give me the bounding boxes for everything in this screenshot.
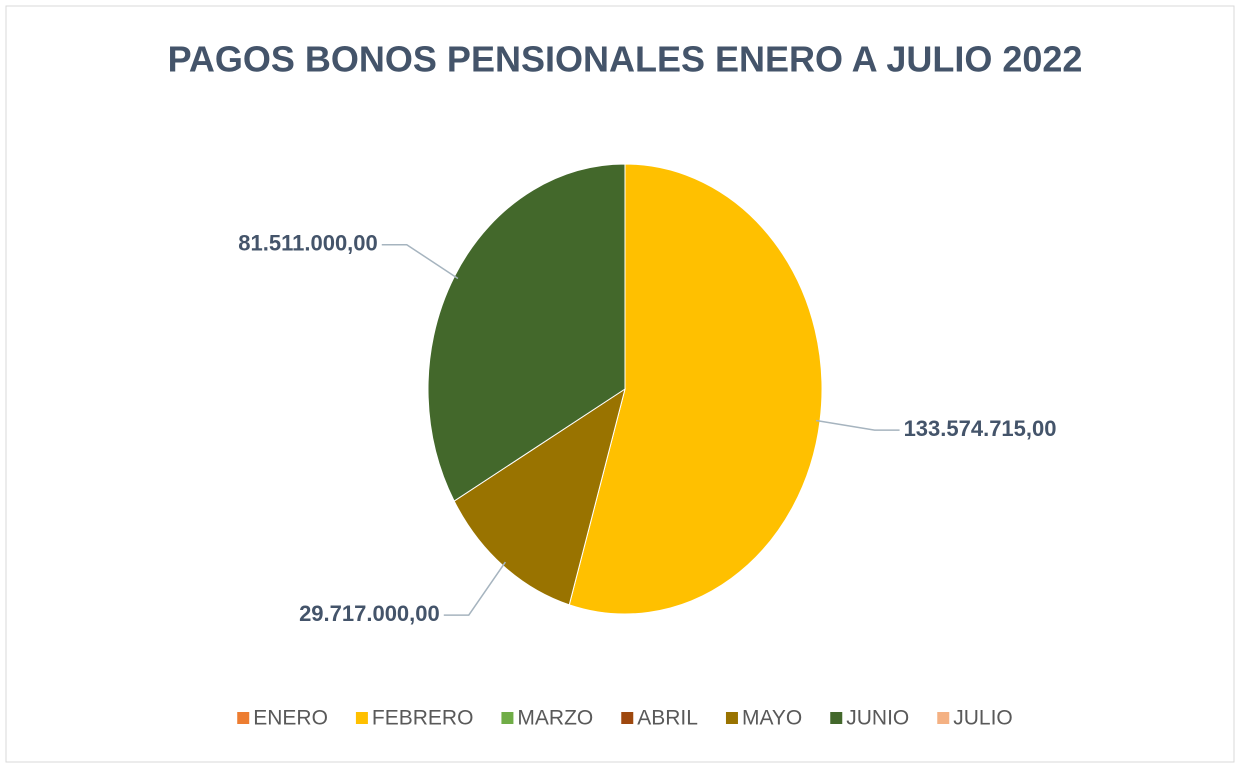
legend-label: MARZO: [517, 707, 593, 730]
legend-label: FEBRERO: [372, 707, 474, 730]
legend-label: JUNIO: [846, 707, 909, 730]
data-label: 133.574.715,00: [904, 416, 1057, 441]
legend-swatch: [621, 712, 634, 724]
legend-swatch: [725, 712, 738, 724]
data-label: 81.511.000,00: [238, 231, 377, 256]
legend-swatch: [937, 712, 950, 724]
legend-swatch: [237, 712, 250, 724]
leader-line: [443, 561, 507, 616]
legend-swatch: [355, 712, 368, 724]
legend-label: ENERO: [253, 707, 328, 730]
legend-swatch: [830, 712, 843, 724]
data-label: 29.717.000,00: [299, 601, 440, 626]
leader-line: [815, 419, 900, 431]
legend-swatch: [501, 712, 514, 724]
chart-title: PAGOS BONOS PENSIONALES ENERO A JULIO 20…: [168, 39, 1083, 80]
legend-label: MAYO: [742, 707, 802, 730]
leader-line: [381, 243, 459, 280]
legend-label: JULIO: [953, 707, 1013, 730]
legend-label: ABRIL: [637, 707, 698, 730]
legend: ENERO FEBRERO MARZO ABRIL MAYO JUNIO JULIO: [237, 707, 1013, 730]
